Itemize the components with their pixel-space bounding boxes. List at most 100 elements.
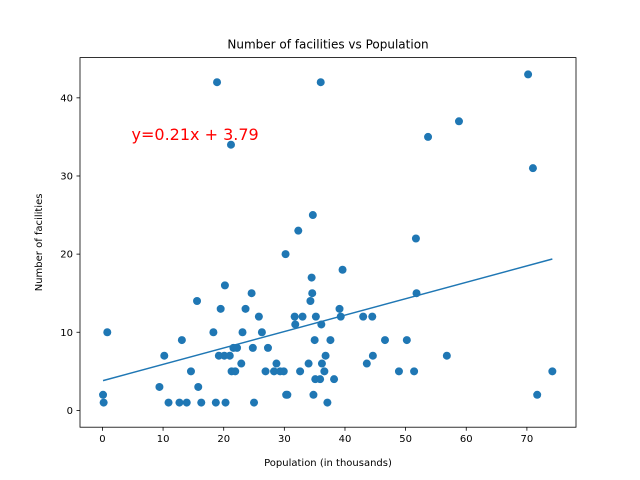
data-point — [368, 351, 377, 360]
data-point — [263, 343, 272, 352]
y-tick-label: 10 — [60, 328, 73, 339]
data-point — [424, 132, 433, 141]
data-point — [326, 336, 335, 345]
data-point — [254, 312, 263, 321]
x-tick-label: 60 — [460, 434, 473, 445]
y-tick-label: 20 — [60, 250, 73, 261]
data-point — [454, 117, 463, 126]
data-point — [194, 382, 203, 391]
x-tick-label: 70 — [521, 434, 534, 445]
data-point — [279, 367, 288, 376]
data-point — [316, 375, 325, 384]
data-point — [316, 78, 325, 87]
data-point — [209, 328, 218, 337]
data-point — [533, 390, 542, 399]
data-point — [410, 367, 419, 376]
data-point — [306, 297, 315, 306]
data-point — [164, 398, 173, 407]
data-point — [238, 328, 247, 337]
data-point — [442, 351, 451, 360]
data-point — [281, 250, 290, 259]
data-point — [186, 367, 195, 376]
data-point — [197, 398, 206, 407]
data-point — [231, 367, 240, 376]
y-tick-label: 30 — [60, 171, 73, 182]
data-point — [335, 304, 344, 313]
x-tick-label: 50 — [399, 434, 412, 445]
data-point — [524, 70, 533, 79]
data-point — [402, 336, 411, 345]
data-point — [175, 398, 184, 407]
data-point — [155, 382, 164, 391]
plot-frame — [79, 57, 577, 428]
data-point — [220, 281, 229, 290]
data-point — [226, 140, 235, 149]
data-point — [213, 78, 222, 87]
y-axis-label: Number of facilities — [34, 194, 45, 292]
data-point — [411, 234, 420, 243]
x-tick-label: 10 — [157, 434, 170, 445]
data-point — [283, 390, 292, 399]
data-point — [248, 343, 257, 352]
data-point — [241, 304, 250, 313]
data-point — [308, 211, 317, 220]
x-tick-label: 30 — [278, 434, 291, 445]
x-axis-label: Population (in thousands) — [264, 458, 392, 469]
regression-line — [102, 258, 553, 382]
data-point — [548, 367, 557, 376]
data-point — [99, 398, 108, 407]
y-tick-label: 0 — [67, 406, 73, 417]
y-tick-label: 40 — [60, 93, 73, 104]
plot-area — [80, 57, 576, 428]
data-point — [247, 289, 256, 298]
data-point — [193, 297, 202, 306]
data-point — [225, 351, 234, 360]
data-point — [221, 398, 230, 407]
data-point — [211, 398, 220, 407]
data-point — [261, 367, 270, 376]
data-point — [359, 312, 368, 321]
data-point — [330, 375, 339, 384]
data-point — [250, 398, 259, 407]
data-point — [311, 312, 320, 321]
data-point — [394, 367, 403, 376]
data-point — [308, 289, 317, 298]
data-point — [103, 328, 112, 337]
x-tick-label: 40 — [339, 434, 352, 445]
chart-title: Number of facilities vs Population — [227, 38, 428, 52]
data-point — [368, 312, 377, 321]
data-point — [182, 398, 191, 407]
data-point — [270, 367, 279, 376]
data-point — [304, 359, 313, 368]
data-point — [336, 312, 345, 321]
data-point — [309, 390, 318, 399]
data-point — [216, 304, 225, 313]
data-point — [298, 312, 307, 321]
data-point — [296, 367, 305, 376]
data-point — [307, 273, 316, 282]
data-point — [338, 265, 347, 274]
y-ticks: 0 10 20 30 40 — [60, 93, 80, 417]
data-point — [290, 312, 299, 321]
x-tick-label: 20 — [217, 434, 230, 445]
data-point — [294, 226, 303, 235]
data-point — [317, 320, 326, 329]
data-point — [320, 367, 329, 376]
data-point — [257, 328, 266, 337]
trend-line-group — [102, 258, 553, 382]
data-point — [160, 351, 169, 360]
data-points — [99, 70, 557, 407]
data-point — [362, 359, 371, 368]
regression-equation: y=0.21x + 3.79 — [132, 125, 259, 144]
data-point — [177, 336, 186, 345]
data-point — [528, 164, 537, 173]
data-point — [321, 351, 330, 360]
data-point — [291, 320, 300, 329]
data-point — [237, 359, 246, 368]
x-tick-label: 0 — [99, 434, 105, 445]
data-point — [310, 336, 319, 345]
data-point — [99, 390, 108, 399]
x-ticks: 0 10 20 30 40 50 60 70 — [99, 427, 533, 445]
data-point — [323, 398, 332, 407]
